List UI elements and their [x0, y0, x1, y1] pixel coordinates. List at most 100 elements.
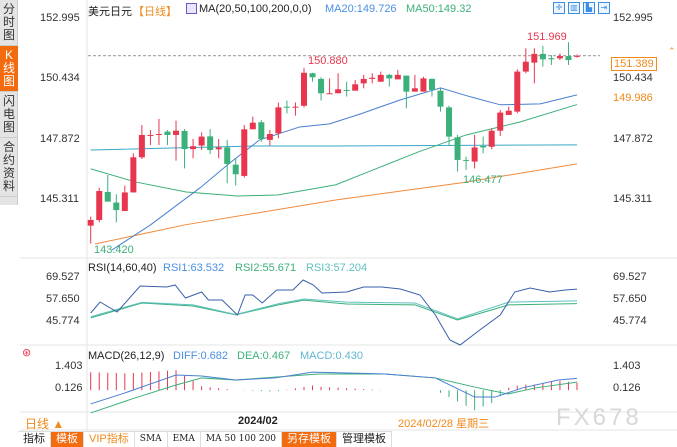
high-annotation: 151.969: [527, 31, 567, 43]
candle-body: [121, 192, 128, 212]
candle-body: [96, 191, 103, 220]
macd-value: MACD:0.430: [300, 350, 363, 362]
tab-contract-info[interactable]: 合约资料: [0, 138, 18, 197]
rsi-tick: 57.650: [613, 293, 647, 305]
candle-body: [463, 159, 470, 161]
left-tick: 152.995: [40, 12, 80, 24]
candle-body: [164, 131, 171, 135]
tab-kline-chart[interactable]: K线图: [0, 46, 18, 92]
dea-line: [90, 373, 578, 414]
grid-icon[interactable]: ▥: [568, 2, 580, 14]
tab-flash-chart[interactable]: 闪电图: [0, 92, 18, 138]
rsi-tick: 69.527: [46, 271, 80, 283]
diff-line: [90, 371, 578, 405]
ma20-line: [111, 87, 578, 251]
indicator-button[interactable]: 指标: [18, 432, 51, 447]
macd-tick: 1.403: [55, 360, 83, 372]
candle-body: [266, 134, 273, 140]
sidebar: 分时图 K线图 闪电图 合约资料: [0, 0, 18, 205]
period-selector[interactable]: 日线 ▲: [25, 417, 65, 431]
ma50-line: [90, 104, 578, 197]
candle-body: [352, 84, 359, 91]
dea-value: DEA:0.467: [237, 350, 291, 362]
rsi1-line: [90, 279, 578, 346]
candle-body: [480, 146, 487, 148]
save-template-button[interactable]: 另存模板: [282, 432, 338, 447]
macd-tick: 0.126: [613, 382, 641, 394]
candle-body: [522, 61, 529, 72]
candle-body: [215, 147, 222, 150]
candle-body: [488, 130, 495, 147]
manage-template-button[interactable]: 管理模板: [337, 432, 393, 447]
candle-body: [556, 56, 563, 59]
date-tick: 2024/02: [238, 415, 278, 427]
candle-body: [113, 202, 120, 211]
ma-settings-icon[interactable]: [186, 3, 197, 14]
candle-body: [446, 107, 453, 137]
candle-body: [300, 72, 307, 106]
rsi-tick: 69.527: [613, 271, 647, 283]
candle-body: [87, 219, 94, 226]
candle-body: [437, 90, 444, 107]
candle-body: [283, 106, 290, 108]
candle-body: [360, 78, 367, 84]
candle-body: [181, 130, 188, 150]
candle-body: [548, 58, 555, 60]
candle-body: [249, 122, 256, 130]
candle-body: [275, 107, 282, 134]
arrow-up-icon[interactable]: ⌃: [668, 46, 676, 56]
ma-preset-button[interactable]: MA 50 100 200: [201, 432, 283, 447]
ema-button[interactable]: EMA: [168, 432, 201, 447]
rsi-tick: 45.774: [613, 315, 647, 327]
candle-body: [292, 106, 299, 108]
candle-body: [565, 56, 572, 61]
rsi2-line: [90, 299, 578, 321]
candle-body: [386, 74, 393, 79]
exit-icon[interactable]: ⇥: [598, 2, 610, 14]
rsi1-value: RSI1:63.532: [163, 262, 225, 274]
diff-value: DIFF:0.682: [173, 350, 229, 362]
ma20-value: MA20:149.726: [325, 3, 397, 15]
candle-body: [420, 78, 427, 92]
rsi3-line: [90, 298, 578, 320]
candle-body: [454, 137, 461, 160]
indicator-settings-icon[interactable]: ⊛: [22, 347, 32, 359]
sma-button[interactable]: SMA: [135, 432, 168, 447]
candle-body: [232, 164, 239, 175]
crosshair-icon[interactable]: ✛: [553, 2, 565, 14]
candle-body: [335, 89, 342, 94]
ma50-value: MA50:149.32: [406, 3, 472, 15]
tab-time-chart[interactable]: 分时图: [0, 0, 18, 46]
right-tick: 145.311: [613, 193, 652, 205]
ma100-line: [90, 144, 578, 151]
candle-body: [531, 53, 538, 63]
rsi-tick: 57.650: [46, 293, 80, 305]
macd-params: MACD(26,12,9): [88, 350, 165, 362]
candle-body: [224, 147, 231, 164]
low-annotation: 146.477: [463, 174, 503, 186]
chart-icon[interactable]: ▙: [583, 2, 595, 14]
candle-body: [369, 77, 376, 79]
candle-body: [104, 191, 111, 202]
ma-params: MA(20,50,100,200,0,0): [199, 3, 312, 15]
candle-body: [326, 93, 333, 95]
candle-body: [147, 134, 154, 136]
right-tick: 150.434: [613, 72, 653, 84]
left-tick: 150.434: [40, 72, 80, 84]
rsi2-value: RSI2:55.671: [235, 262, 297, 274]
candle-body: [539, 53, 546, 60]
candle-body: [258, 122, 265, 139]
watermark-logo: FX678: [556, 404, 642, 431]
template-button[interactable]: 模板: [51, 432, 84, 447]
macd-tick: 1.403: [613, 360, 641, 372]
high-annotation: 150.880: [308, 55, 348, 67]
candle-body: [198, 136, 205, 146]
candle-body: [497, 112, 504, 131]
candle-body: [241, 129, 248, 176]
candle-body: [318, 78, 325, 94]
candle-body: [428, 78, 435, 90]
vip-indicator-button[interactable]: VIP指标: [84, 432, 135, 447]
candle-body: [403, 75, 410, 92]
right-tick: 152.995: [613, 12, 653, 24]
